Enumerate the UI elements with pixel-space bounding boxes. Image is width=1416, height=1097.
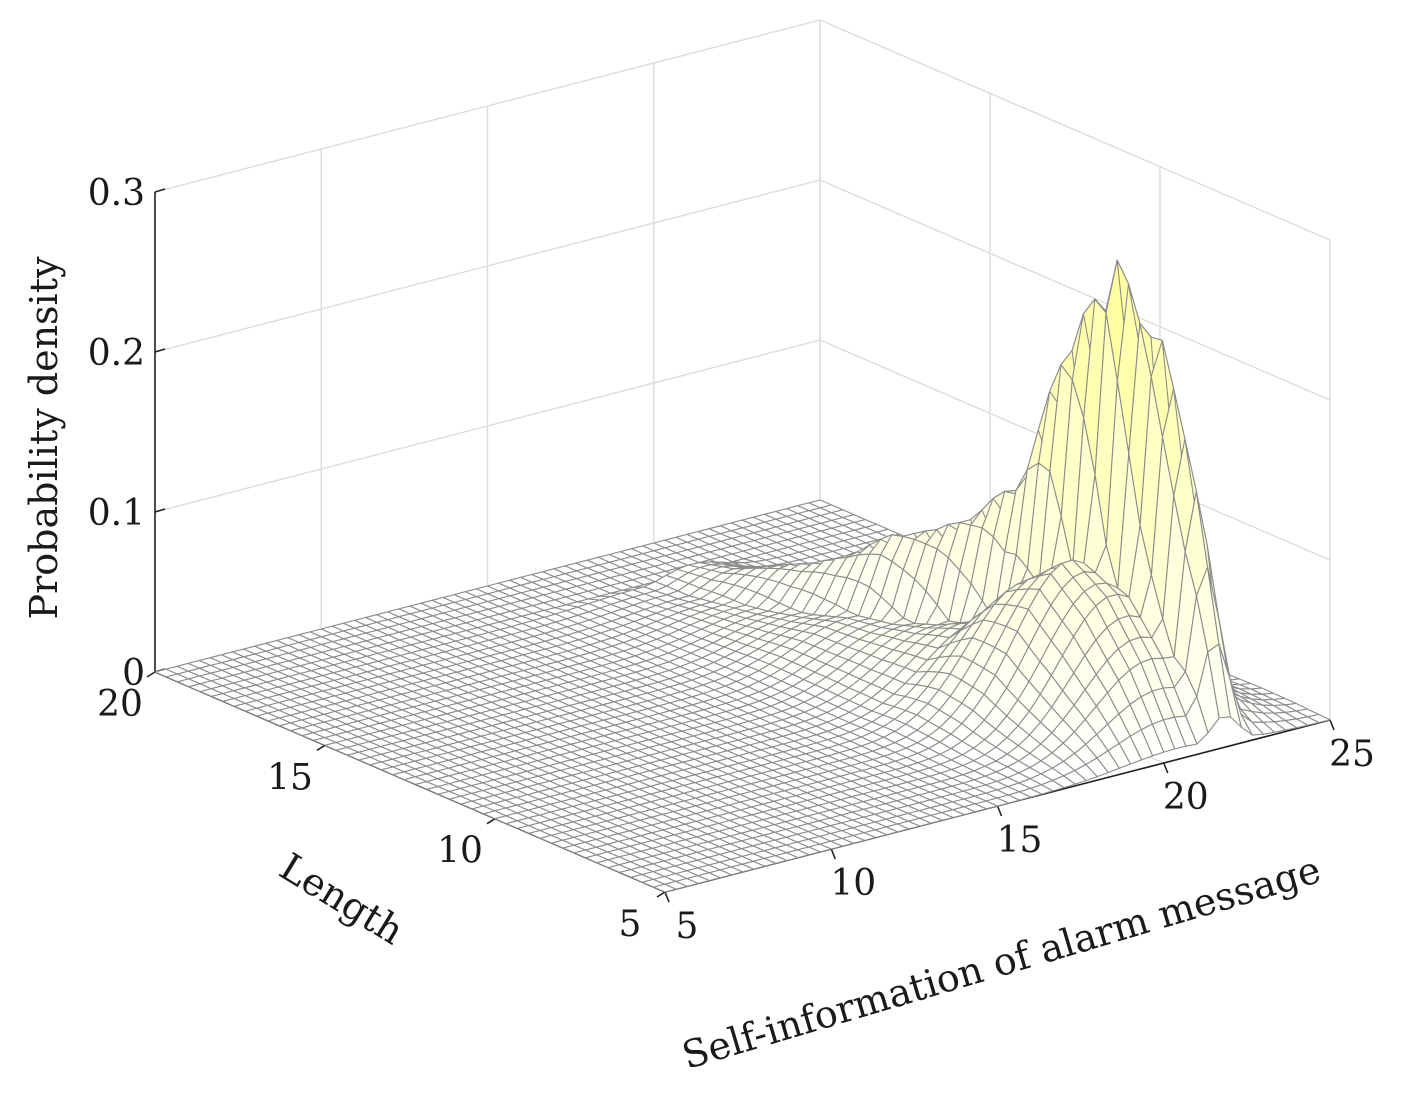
y-axis-label: Length: [272, 845, 411, 954]
x-tick-label: 20: [1163, 777, 1209, 818]
z-axis-label: Probability density: [22, 256, 66, 619]
grid-sidewall-z: [819, 19, 1331, 241]
x-tick: [996, 805, 1003, 817]
grid-backwall-z: [154, 339, 821, 513]
x-tick: [1163, 762, 1169, 774]
z-tick-label: 0.1: [88, 493, 145, 534]
y-tick: [146, 671, 156, 678]
x-tick: [1329, 719, 1335, 731]
y-tick: [316, 744, 326, 752]
x-tick: [830, 848, 836, 860]
x-tick-label: 15: [997, 820, 1043, 861]
y-tick: [656, 891, 666, 898]
y-tick-label: 10: [437, 831, 483, 872]
y-tick: [486, 817, 496, 825]
y-tick-label: 15: [267, 757, 313, 798]
x-tick-label: 5: [676, 906, 699, 947]
x-axis-label: Self-information of alarm message: [677, 847, 1325, 1078]
surface-layer: [154, 259, 1331, 893]
z-tick: [154, 188, 166, 193]
y-tick-label: 20: [97, 684, 143, 725]
z-tick-label: 0.3: [88, 173, 145, 214]
grid-backwall-z: [154, 19, 821, 193]
z-tick: [154, 508, 166, 513]
grid-sidewall-z: [819, 179, 1331, 401]
grid-backwall-z: [154, 179, 821, 353]
x-tick-label: 10: [830, 863, 876, 904]
z-tick: [154, 348, 166, 353]
z-tick-label: 0: [122, 653, 145, 694]
z-tick-label: 0.2: [88, 333, 145, 374]
x-tick: [664, 891, 670, 903]
y-tick-label: 5: [619, 904, 642, 945]
surface-cell: [1307, 713, 1331, 724]
x-tick-label: 25: [1329, 734, 1375, 775]
